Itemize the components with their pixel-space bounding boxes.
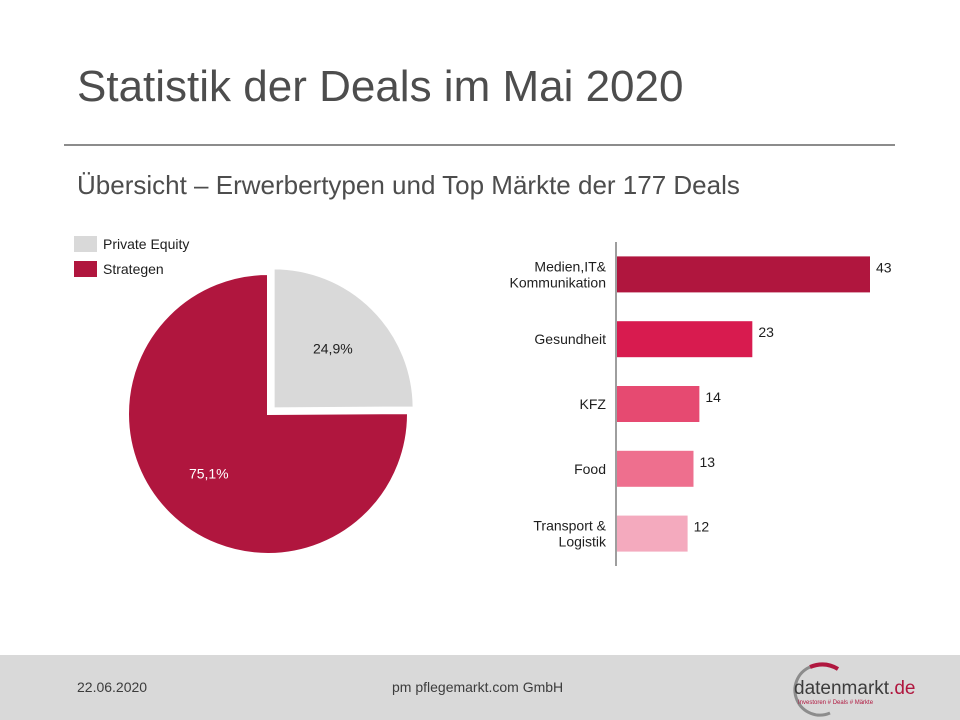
bar xyxy=(617,515,688,552)
slide-subtitle: Übersicht – Erwerbertypen und Top Märkte… xyxy=(77,170,740,200)
pie-data-label: 75,1% xyxy=(189,466,229,482)
legend-item-private-equity: Private Equity xyxy=(74,231,189,256)
logo-swoosh-icon xyxy=(793,662,840,717)
footer-bar: 22.06.2020 pm pflegemarkt.com GmbH daten… xyxy=(0,655,960,720)
legend-swatch xyxy=(74,260,97,277)
logo-wordmark: datenmarkt.de xyxy=(794,678,915,700)
company-logo: datenmarkt.de Investoren # Deals # Märkt… xyxy=(780,657,915,717)
footer-date: 22.06.2020 xyxy=(77,679,148,695)
legend-swatch xyxy=(74,235,97,252)
bar-category-label: Transport & xyxy=(533,518,606,534)
bar xyxy=(617,450,694,487)
bar-data-label: 43 xyxy=(876,259,892,275)
bar-category-label: Gesundheit xyxy=(534,331,606,347)
bar xyxy=(617,386,700,422)
logo-tagline: Investoren # Deals # Märkte xyxy=(798,700,874,706)
footer-company: pm pflegemarkt.com GmbH xyxy=(392,679,564,695)
bar-category-label: Logistik xyxy=(559,534,607,550)
logo-tld: .de xyxy=(889,678,916,699)
bar-category-label: Medien,IT& xyxy=(534,258,606,274)
bar xyxy=(617,256,870,293)
bar-data-label: 23 xyxy=(758,324,774,340)
slide-title: Statistik der Deals im Mai 2020 xyxy=(77,62,684,111)
legend-item-strategen: Strategen xyxy=(74,256,189,281)
bar-data-label: 14 xyxy=(705,389,721,405)
title-divider xyxy=(64,144,895,146)
legend-label: Strategen xyxy=(103,260,164,277)
legend-label: Private Equity xyxy=(103,235,190,252)
bar xyxy=(617,321,753,358)
pie-slice xyxy=(127,272,409,555)
bar-category-label: Food xyxy=(574,461,606,477)
bar-category-label: KFZ xyxy=(580,396,607,412)
charts-canvas: 24,9% 75,1% 43 Medien,IT&Kommunikation 23 Ges… xyxy=(127,242,892,566)
logo-name: datenmarkt xyxy=(794,678,890,699)
bar-data-label: 13 xyxy=(699,454,715,470)
bar-category-label: Kommunikation xyxy=(510,274,607,290)
pie-data-label: 24,9% xyxy=(313,341,353,357)
pie-slice xyxy=(272,267,415,410)
pie-legend: Private Equity Strategen xyxy=(74,231,189,281)
bar-data-label: 12 xyxy=(694,519,710,535)
